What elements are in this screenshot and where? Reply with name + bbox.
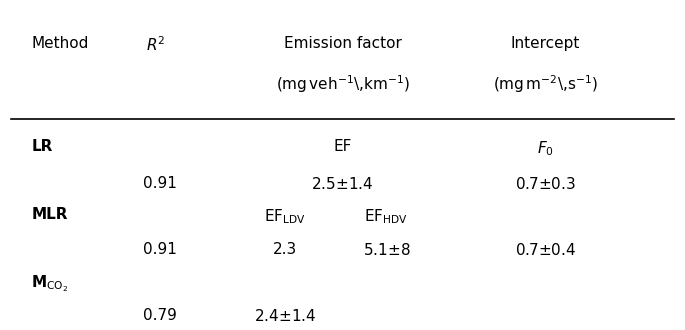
Text: 2.5$\pm$1.4: 2.5$\pm$1.4 — [311, 176, 374, 192]
Text: 2.3: 2.3 — [273, 242, 297, 257]
Text: EF$_{\rm LDV}$: EF$_{\rm LDV}$ — [264, 207, 306, 226]
Text: $F_0$: $F_0$ — [537, 140, 554, 158]
Text: Method: Method — [32, 36, 88, 50]
Text: EF: EF — [334, 140, 351, 154]
Text: 0.91: 0.91 — [143, 176, 177, 191]
Text: EF$_{\rm HDV}$: EF$_{\rm HDV}$ — [364, 207, 408, 226]
Text: $R^2$: $R^2$ — [147, 36, 166, 54]
Text: MLR: MLR — [32, 207, 68, 222]
Text: (mg$\,$m$^{-2}$\,s$^{-1}$): (mg$\,$m$^{-2}$\,s$^{-1}$) — [493, 73, 598, 95]
Text: Emission factor: Emission factor — [284, 36, 401, 50]
Text: 2.4$\pm$1.4: 2.4$\pm$1.4 — [254, 308, 316, 324]
Text: Intercept: Intercept — [511, 36, 580, 50]
Text: 0.91: 0.91 — [143, 242, 177, 257]
Text: 0.7$\pm$0.4: 0.7$\pm$0.4 — [515, 242, 576, 258]
Text: M$_{\rm CO_2}$: M$_{\rm CO_2}$ — [32, 273, 68, 294]
Text: LR: LR — [32, 140, 53, 154]
Text: 0.79: 0.79 — [143, 308, 177, 323]
Text: (mg$\,$veh$^{-1}$\,km$^{-1}$): (mg$\,$veh$^{-1}$\,km$^{-1}$) — [275, 73, 410, 95]
Text: 0.7$\pm$0.3: 0.7$\pm$0.3 — [515, 176, 576, 192]
Text: 5.1$\pm$8: 5.1$\pm$8 — [362, 242, 410, 258]
